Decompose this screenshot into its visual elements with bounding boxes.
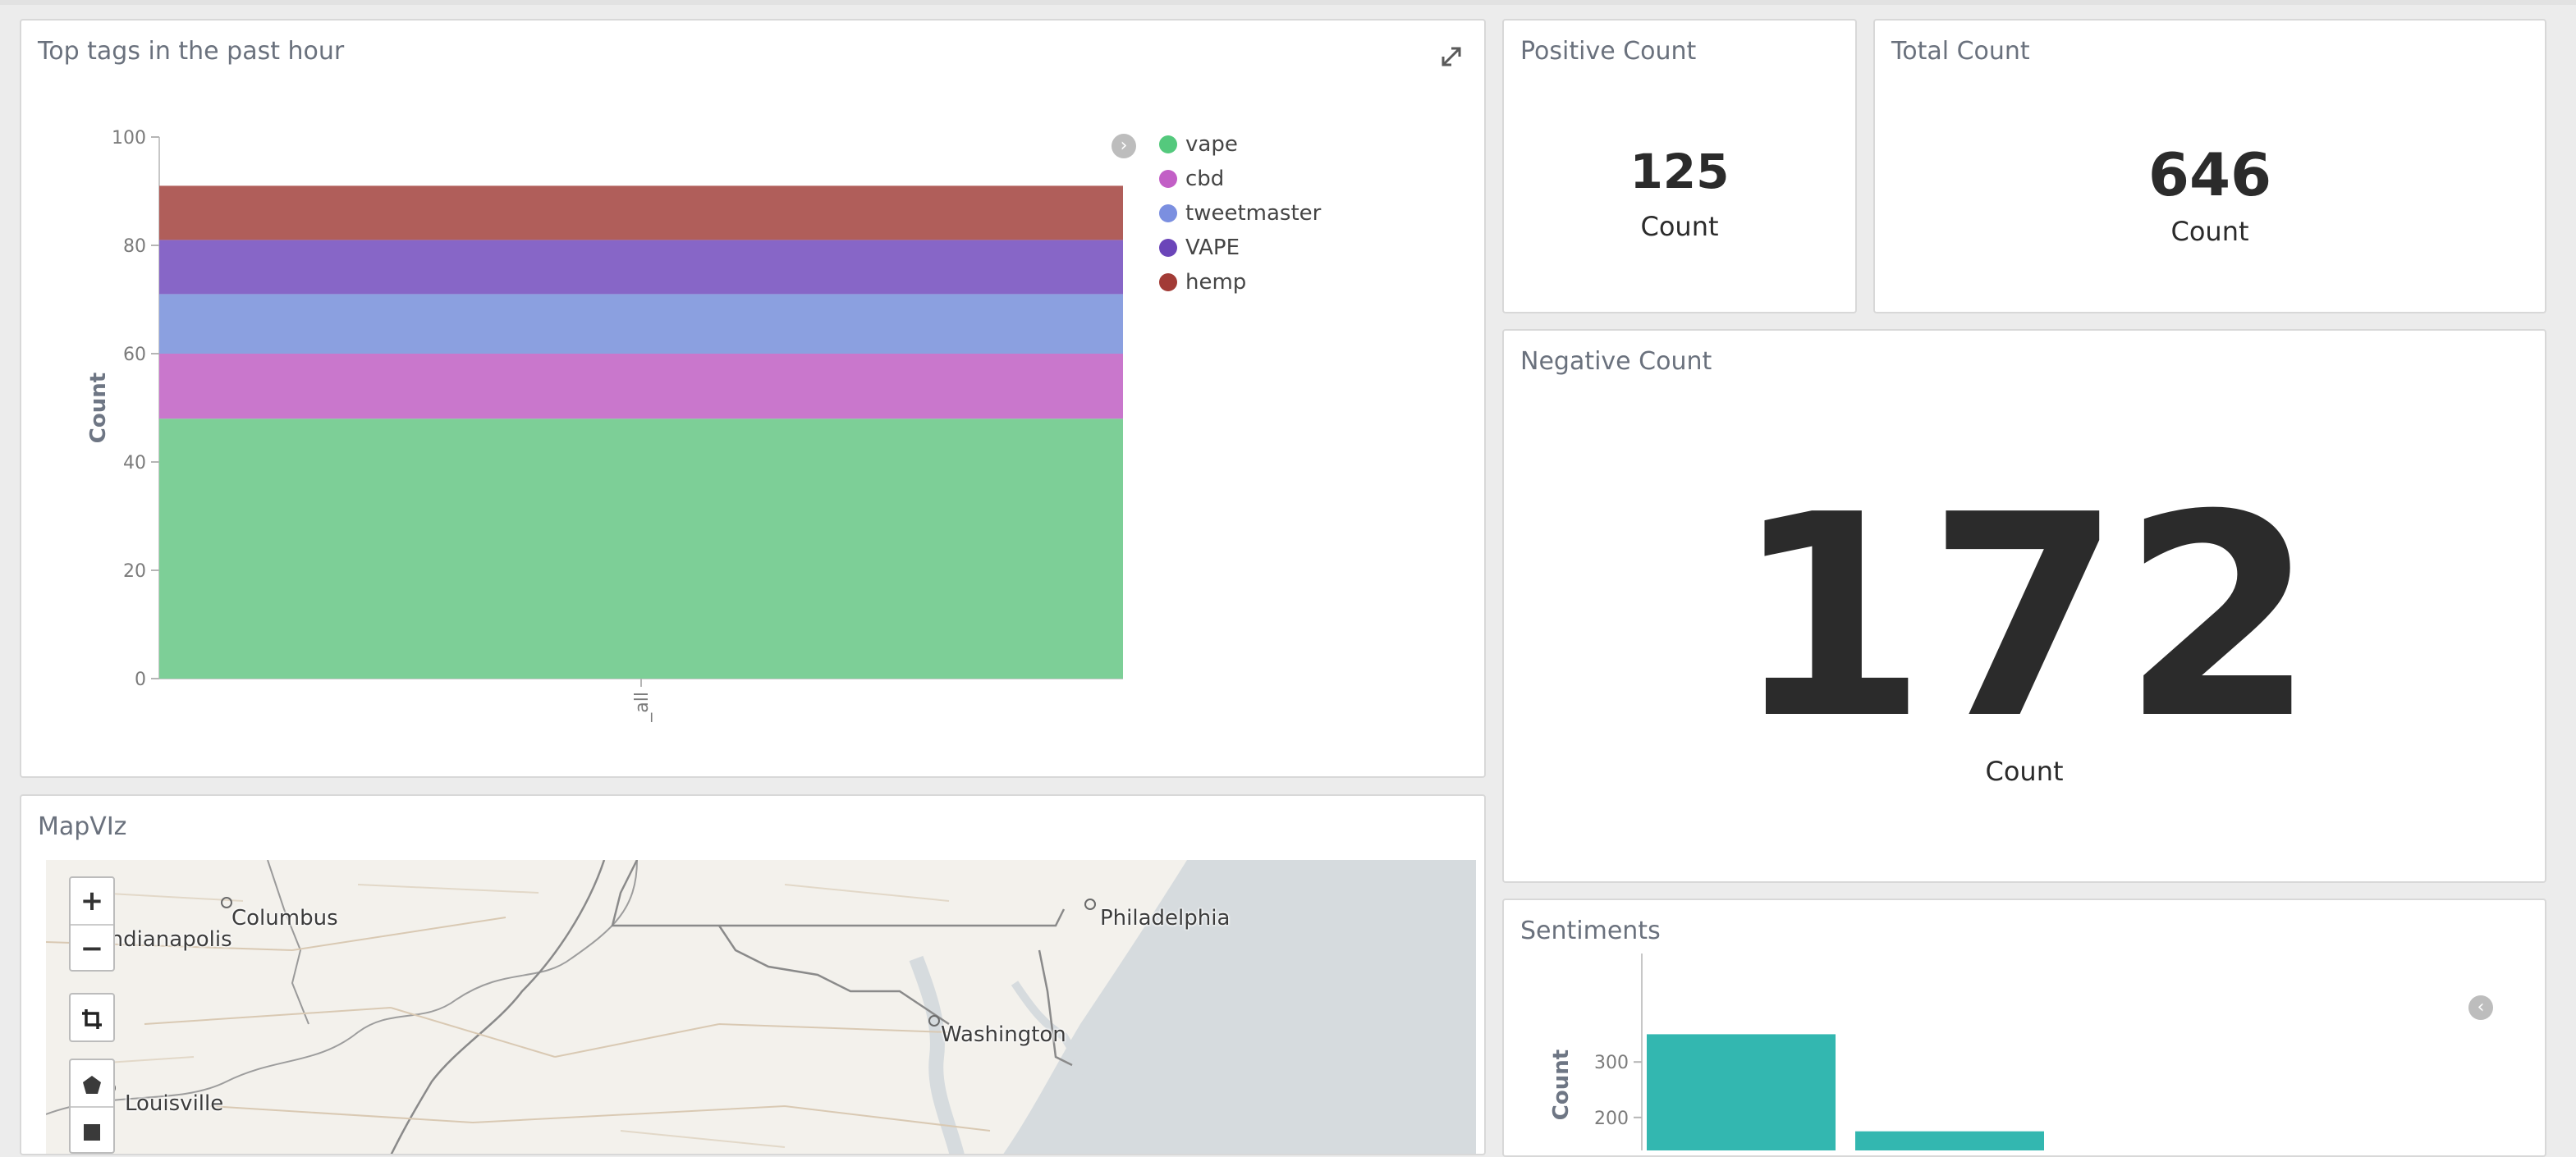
- sentiments-bar-chart: 100200300Count: [1549, 953, 2044, 1150]
- legend-label: hemp: [1185, 270, 1247, 295]
- legend-label: cbd: [1185, 167, 1225, 191]
- rectangle-icon[interactable]: [71, 1106, 113, 1152]
- polygon-icon[interactable]: [71, 1060, 113, 1106]
- positive-count-panel: Positive Count 125 Count: [1502, 19, 1857, 313]
- legend-dot: [1159, 204, 1177, 222]
- sentiment-bar[interactable]: [1855, 1131, 2044, 1150]
- y-tick-label: 20: [123, 561, 146, 582]
- legend-dot: [1159, 273, 1177, 291]
- metric-value: 646: [2147, 140, 2272, 209]
- metric-value: 125: [1629, 144, 1730, 199]
- y-tick-label: 100: [112, 128, 146, 149]
- negative-count-panel: Negative Count 172 Count: [1502, 329, 2546, 883]
- legend-dot: [1159, 170, 1177, 188]
- draw-controls: [69, 1059, 115, 1154]
- metric-label: Count: [2170, 216, 2249, 247]
- bar-segment-cbd[interactable]: [159, 354, 1123, 419]
- crop-control: [69, 993, 115, 1042]
- bar-segment-vape[interactable]: [159, 240, 1123, 295]
- map-canvas[interactable]: Indianapolis Columbus Philadelphia Washi…: [46, 860, 1476, 1154]
- y-tick-label: 200: [1594, 1109, 1629, 1129]
- map-panel: MapVIz Indianapolis Columbus Philadelphi…: [20, 794, 1486, 1155]
- city-label: Columbus: [231, 906, 338, 931]
- legend-collapse-icon[interactable]: ‹: [2468, 995, 2493, 1020]
- sentiments-panel: Sentiments 100200300Count ‹: [1502, 899, 2546, 1157]
- y-tick-label: 60: [123, 345, 146, 365]
- metric-value: 172: [1733, 455, 2316, 780]
- top-tags-panel: Top tags in the past hour 0 20 40 60 80 100 _a…: [20, 19, 1486, 778]
- x-tick-label: _all: [632, 692, 653, 723]
- bar-segment-hemp[interactable]: [159, 185, 1123, 240]
- y-tick-label: 40: [123, 453, 146, 473]
- metric-label: Count: [1640, 211, 1719, 242]
- y-tick-label: 300: [1594, 1053, 1629, 1073]
- panel-title: Negative Count: [1520, 347, 1712, 376]
- y-axis-label: Count: [86, 373, 111, 443]
- metric-label: Count: [1985, 756, 2064, 787]
- city-label: Louisville: [125, 1091, 224, 1116]
- stacked-bar-chart: 0 20 40 60 80 100 _all Count: [86, 128, 1123, 723]
- city-label: Indianapolis: [103, 927, 232, 952]
- crop-icon[interactable]: [71, 995, 113, 1040]
- panel-title: Total Count: [1891, 37, 2030, 66]
- y-tick-label: 0: [135, 670, 146, 690]
- legend-label: vape: [1185, 132, 1238, 157]
- bar-segment-tweetmaster[interactable]: [159, 294, 1123, 354]
- sentiment-bar[interactable]: [1647, 1034, 1836, 1150]
- legend-label: tweetmaster: [1185, 201, 1322, 226]
- panel-title: Positive Count: [1520, 37, 1697, 66]
- total-count-panel: Total Count 646 Count: [1873, 19, 2546, 313]
- legend-dot: [1159, 239, 1177, 257]
- legend-dot: [1159, 135, 1177, 153]
- panel-title: Sentiments: [1520, 917, 1661, 945]
- panel-title: MapVIz: [38, 812, 127, 841]
- y-axis-label: Count: [1549, 1050, 1574, 1120]
- city-label: Philadelphia: [1100, 906, 1231, 931]
- city-label: Washington: [941, 1022, 1066, 1047]
- zoom-controls: + −: [69, 876, 115, 972]
- zoom-out-button[interactable]: −: [71, 924, 113, 970]
- map-background: [46, 860, 1476, 1154]
- legend-label: VAPE: [1185, 236, 1240, 260]
- legend-toggle-icon[interactable]: ›: [1112, 134, 1136, 158]
- zoom-in-button[interactable]: +: [80, 885, 104, 917]
- top-bar: [0, 0, 2576, 5]
- y-tick-label: 80: [123, 236, 146, 257]
- bar-segment-vape[interactable]: [159, 418, 1123, 679]
- panel-title: Top tags in the past hour: [38, 37, 345, 66]
- expand-icon[interactable]: [1437, 42, 1466, 71]
